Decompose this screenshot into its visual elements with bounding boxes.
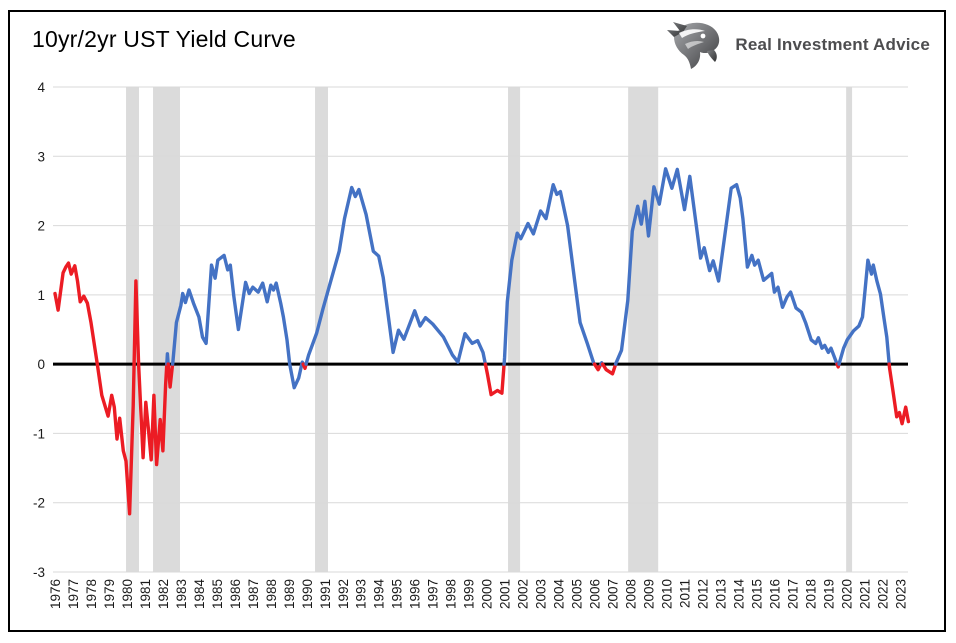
chart-title: 10yr/2yr UST Yield Curve xyxy=(32,26,296,52)
x-axis-tick-label: 2011 xyxy=(677,579,692,608)
x-axis-tick-label: 2018 xyxy=(803,579,818,609)
chart-frame: 4 3 2 1 0 -1 -2 -3 1976 1977 1978 1979 1980 1981 1982 1… xyxy=(8,10,946,632)
x-axis-tick-label: 1976 xyxy=(48,579,63,609)
x-axis-tick-label: 1992 xyxy=(336,579,351,609)
x-axis-tick-label: 1999 xyxy=(462,579,477,609)
spread-line-positive-segment xyxy=(502,183,597,366)
spread-line-negative-segment xyxy=(53,261,136,516)
x-axis-tick-label: 1984 xyxy=(192,579,207,610)
x-axis-tick-label: 2001 xyxy=(498,579,513,609)
spread-line-negative-segment xyxy=(887,362,911,426)
y-axis-tick-label: -1 xyxy=(33,426,45,441)
x-axis-tick-label: 1989 xyxy=(282,579,297,609)
x-axis-tick-label: 2008 xyxy=(624,579,639,609)
spread-line-positive-segment xyxy=(165,352,170,366)
y-axis-tick-label: 4 xyxy=(37,80,45,95)
x-axis-tick-label: 2023 xyxy=(893,579,908,609)
recession-band xyxy=(126,87,139,572)
x-axis-tick-label: 1979 xyxy=(102,579,117,609)
x-axis-tick-label: 2020 xyxy=(839,579,854,609)
x-axis-tick-label: 1983 xyxy=(174,579,189,609)
x-axis-tick-label: 1991 xyxy=(318,579,333,609)
y-axis-tick-label: 0 xyxy=(37,357,45,372)
ria-eagle-logo-icon xyxy=(667,22,720,70)
spread-line-negative-segment xyxy=(600,362,618,376)
x-axis-tick-label: 1996 xyxy=(408,579,423,609)
spread-line-positive-segment xyxy=(304,185,488,366)
x-axis-tick-label: 1997 xyxy=(426,579,441,609)
x-axis-tick-label: 1981 xyxy=(138,579,153,609)
x-axis-tick-label: 1993 xyxy=(354,579,369,609)
recession-band xyxy=(508,87,521,572)
y-axis-tick-label: -3 xyxy=(33,565,45,580)
x-axis-tick-label: 1977 xyxy=(66,579,81,609)
x-axis-tick-label: 2014 xyxy=(731,579,746,610)
spread-line-negative-segment xyxy=(483,362,506,397)
x-axis-tick-label: 1985 xyxy=(210,579,225,609)
spread-line-negative-segment xyxy=(132,279,169,467)
x-axis-tick-label: 1995 xyxy=(390,579,405,609)
x-axis-tick-label: 2016 xyxy=(767,579,782,609)
brand-logo: Real Investment Advice xyxy=(667,20,930,70)
x-axis-tick-label: 2017 xyxy=(785,579,800,609)
x-axis-tick-label: 2007 xyxy=(606,579,621,609)
recession-band xyxy=(315,87,329,572)
x-axis-tick-label: 2021 xyxy=(857,579,872,609)
spread-line-positive-segment xyxy=(170,253,304,390)
x-axis-tick-label: 2012 xyxy=(695,579,710,609)
x-axis-tick-label: 1982 xyxy=(156,579,171,609)
x-axis-tick-label: 1998 xyxy=(444,579,459,609)
x-axis-tick-label: 2013 xyxy=(713,579,728,609)
recession-band xyxy=(846,87,853,572)
y-axis-tick-label: 3 xyxy=(37,149,45,164)
x-axis-tick-label: 1980 xyxy=(120,579,135,609)
recession-band xyxy=(628,87,659,572)
y-axis-tick-label: 2 xyxy=(37,219,45,234)
x-axis-tick-label: 1988 xyxy=(264,579,279,609)
x-axis-tick-label: 2015 xyxy=(749,579,764,609)
x-axis-tick-label: 2002 xyxy=(516,579,531,609)
spread-line-negative-segment xyxy=(592,362,603,372)
y-axis-tick-label: -2 xyxy=(33,496,45,511)
x-axis-tick-label: 2006 xyxy=(588,579,603,609)
x-axis-tick-label: 1994 xyxy=(372,579,387,610)
x-axis-tick-label: 2005 xyxy=(570,579,585,609)
x-axis-tick-label: 2019 xyxy=(821,579,836,609)
y-axis-tick-label: 1 xyxy=(37,288,45,303)
x-axis-tick-label: 1990 xyxy=(300,579,315,609)
x-axis-tick-label: 2009 xyxy=(641,579,656,609)
x-axis-tick-label: 1986 xyxy=(228,579,243,609)
spread-line-negative-segment xyxy=(166,362,175,389)
brand-name: Real Investment Advice xyxy=(735,35,930,54)
x-axis-tick-label: 1987 xyxy=(246,579,261,609)
spread-line-positive-segment xyxy=(837,258,891,366)
x-axis-tick-label: 2004 xyxy=(552,579,567,610)
x-axis-tick-label: 2000 xyxy=(480,579,495,609)
x-axis-tick-label: 2022 xyxy=(875,579,890,609)
x-axis-tick-label: 1978 xyxy=(84,579,99,609)
x-axis-tick-label: 2003 xyxy=(534,579,549,609)
spread-line-positive-segment xyxy=(614,167,839,366)
x-axis-tick-label: 2010 xyxy=(659,579,674,609)
